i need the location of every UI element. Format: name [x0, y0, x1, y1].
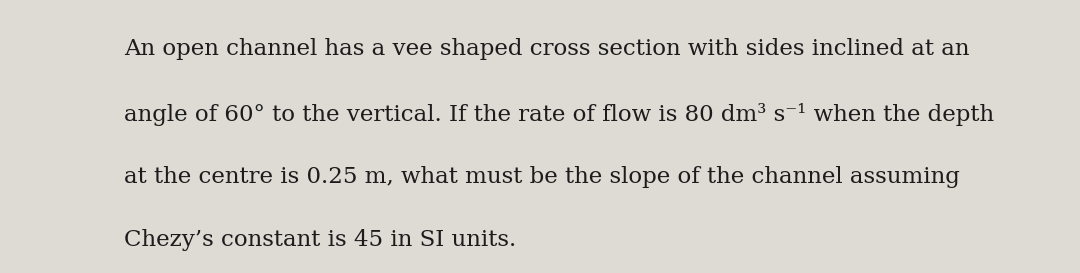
- Text: angle of 60° to the vertical. If the rate of flow is 80 dm³ s⁻¹ when the depth: angle of 60° to the vertical. If the rat…: [124, 103, 995, 126]
- Text: Chezy’s constant is 45 in SI units.: Chezy’s constant is 45 in SI units.: [124, 229, 516, 251]
- Text: An open channel has a vee shaped cross section with sides inclined at an: An open channel has a vee shaped cross s…: [124, 38, 970, 60]
- Text: at the centre is 0.25 m, what must be the slope of the channel assuming: at the centre is 0.25 m, what must be th…: [124, 167, 960, 188]
